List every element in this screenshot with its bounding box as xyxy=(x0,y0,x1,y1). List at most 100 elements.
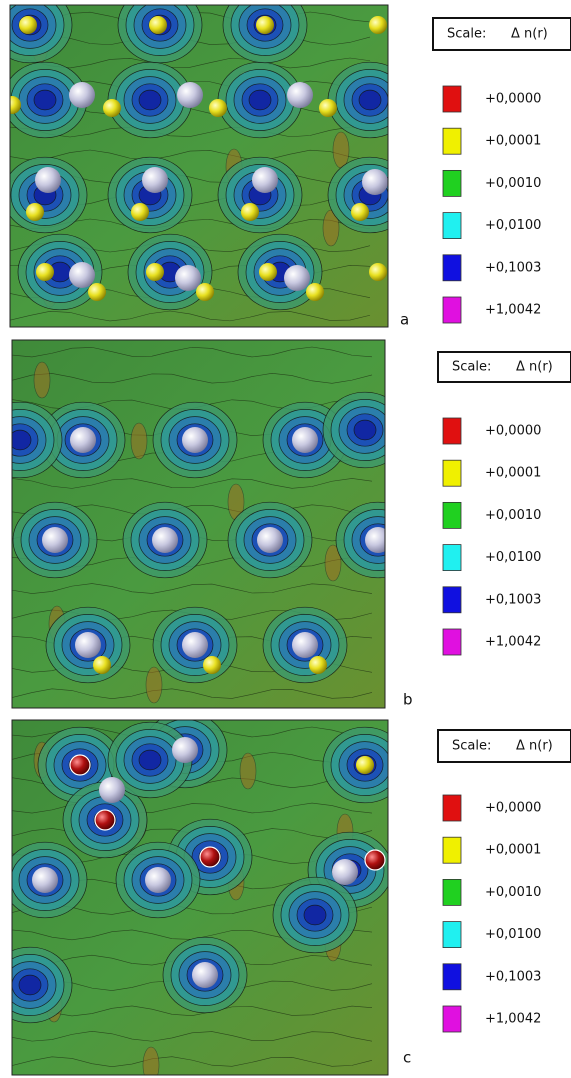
legend-swatch xyxy=(443,629,461,655)
atom xyxy=(203,656,221,674)
panel-label: a xyxy=(400,311,409,329)
atom xyxy=(177,82,203,108)
atom xyxy=(75,632,101,658)
legend-swatch xyxy=(443,545,461,571)
atom xyxy=(200,847,220,867)
atom xyxy=(365,850,385,870)
atom xyxy=(36,263,54,281)
contour-ring xyxy=(304,905,326,925)
scale-title: Scale: xyxy=(447,27,486,42)
legend-label: +0,0000 xyxy=(485,801,541,816)
legend-label: +0,0000 xyxy=(485,424,541,439)
legend-label: +0,0001 xyxy=(485,843,541,858)
legend-swatch xyxy=(443,502,461,528)
legend-swatch xyxy=(443,879,461,905)
atom xyxy=(319,99,337,117)
scale-title: Scale: xyxy=(452,360,491,375)
atom xyxy=(88,283,106,301)
legend-label: +0,1003 xyxy=(485,969,541,984)
scale-symbol: Δ n(r) xyxy=(516,360,553,375)
orange-region xyxy=(143,1047,159,1078)
legend-swatch xyxy=(443,418,461,444)
atom xyxy=(35,167,61,193)
atom xyxy=(19,16,37,34)
contour-ring xyxy=(359,90,381,110)
atom xyxy=(356,756,374,774)
atom xyxy=(259,263,277,281)
contour-ring xyxy=(19,975,41,995)
legend-label: +0,0010 xyxy=(485,885,541,900)
legend-label: +1,0042 xyxy=(485,303,541,318)
legend-swatch xyxy=(443,587,461,613)
atom xyxy=(172,737,198,763)
atom xyxy=(3,96,21,114)
contour-map xyxy=(0,340,420,764)
atom xyxy=(257,527,283,553)
panel-label: c xyxy=(403,1049,411,1067)
contour-ring xyxy=(139,750,161,770)
legend-swatch xyxy=(443,213,461,239)
atom xyxy=(182,427,208,453)
legend-label: +1,0042 xyxy=(485,635,541,650)
legend-label: +0,0100 xyxy=(485,550,541,565)
atom xyxy=(284,265,310,291)
orange-region xyxy=(34,362,50,398)
atom xyxy=(192,962,218,988)
atom xyxy=(196,283,214,301)
legend-swatch xyxy=(443,795,461,821)
atom xyxy=(42,527,68,553)
atom xyxy=(306,283,324,301)
atom xyxy=(32,867,58,893)
scale-symbol: Δ n(r) xyxy=(511,27,548,42)
atom xyxy=(146,263,164,281)
atom xyxy=(69,82,95,108)
atom xyxy=(142,167,168,193)
atom xyxy=(362,169,388,195)
atom xyxy=(95,810,115,830)
atom xyxy=(287,82,313,108)
panel-label: b xyxy=(403,691,413,709)
atom xyxy=(69,262,95,288)
atom xyxy=(149,16,167,34)
orange-region xyxy=(240,753,256,789)
atom xyxy=(152,527,178,553)
orange-region xyxy=(131,423,147,459)
contour-map xyxy=(0,0,412,368)
contour-ring xyxy=(34,90,56,110)
legend-swatch xyxy=(443,128,461,154)
atom xyxy=(351,203,369,221)
contour-map xyxy=(0,712,407,1078)
legend-swatch xyxy=(443,964,461,990)
legend-swatch xyxy=(443,837,461,863)
scale-symbol: Δ n(r) xyxy=(516,739,553,754)
legend-label: +0,0100 xyxy=(485,927,541,942)
legend-label: +0,0010 xyxy=(485,176,541,191)
legend-label: +0,0010 xyxy=(485,508,541,523)
legend-swatch xyxy=(443,255,461,281)
atom xyxy=(93,656,111,674)
figure: a Scale: Δ n(r) +0,0000 +0,0001 +0,0010 +0,010… xyxy=(0,0,571,1078)
legend-swatch xyxy=(443,460,461,486)
atom xyxy=(131,203,149,221)
atom xyxy=(241,203,259,221)
atom xyxy=(145,867,171,893)
legend-swatch xyxy=(443,170,461,196)
atom xyxy=(252,167,278,193)
legend-label: +0,0001 xyxy=(485,134,541,149)
legend-swatch xyxy=(443,86,461,112)
atom xyxy=(256,16,274,34)
atom xyxy=(369,16,387,34)
atom xyxy=(365,527,391,553)
atom xyxy=(70,755,90,775)
atom xyxy=(26,203,44,221)
atom xyxy=(209,99,227,117)
atom xyxy=(70,427,96,453)
legend-label: +1,0042 xyxy=(485,1012,541,1027)
legend-label: +0,0100 xyxy=(485,218,541,233)
atom xyxy=(369,263,387,281)
atom xyxy=(292,632,318,658)
legend-swatch xyxy=(443,1006,461,1032)
atom xyxy=(309,656,327,674)
contour-ring xyxy=(354,420,376,440)
atom xyxy=(182,632,208,658)
